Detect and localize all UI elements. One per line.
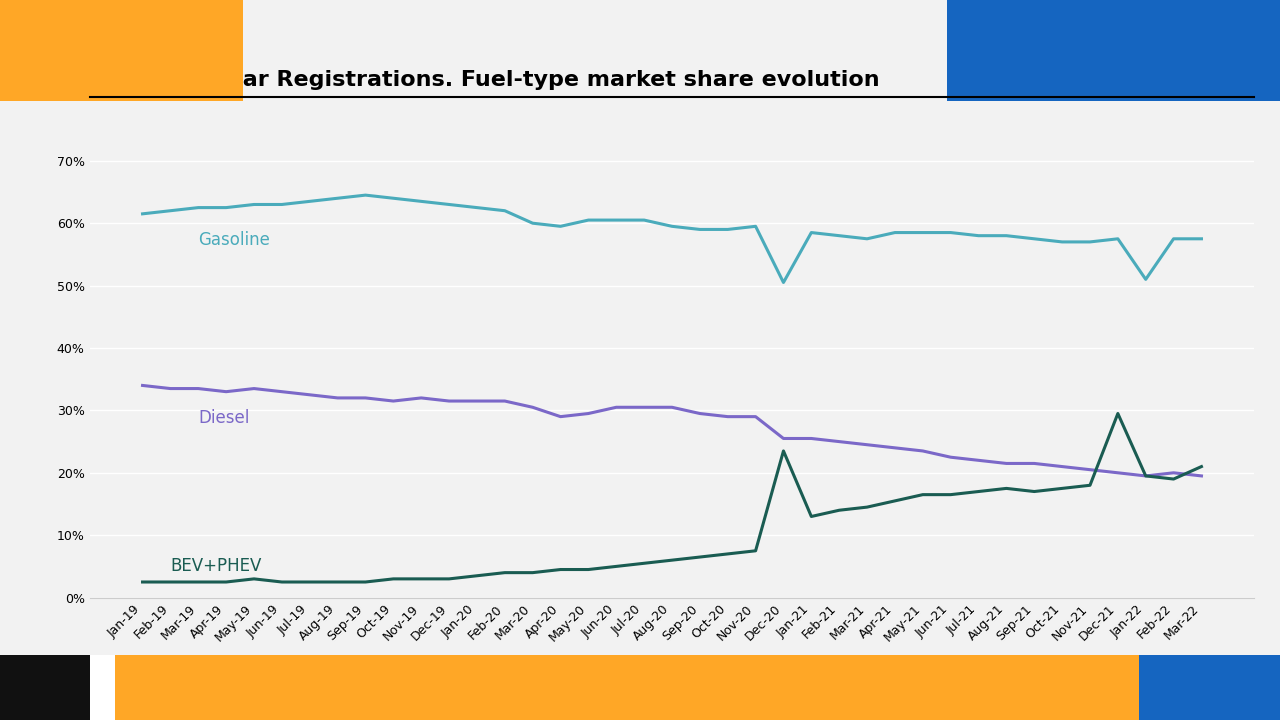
Text: Europe-27 Car Registrations. Fuel-type market share evolution: Europe-27 Car Registrations. Fuel-type m… [90, 70, 879, 90]
Text: BEV+PHEV: BEV+PHEV [170, 557, 262, 575]
Text: Diesel: Diesel [198, 409, 250, 427]
Text: Gasoline: Gasoline [198, 231, 270, 249]
